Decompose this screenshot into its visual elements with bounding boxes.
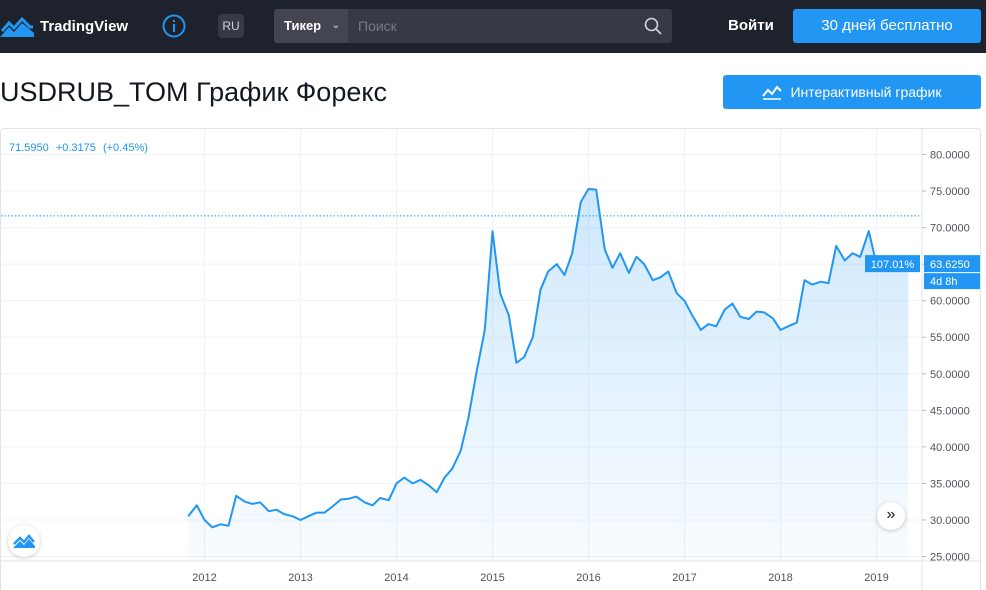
x-tick-label: 2017 [672,572,696,584]
ticker-label: Тикер [284,18,322,33]
legend-change-pct: (+0.45%) [102,142,148,154]
last-price-label: 63.6250 [930,259,970,271]
price-legend: 71.5950 +0.3175 (+0.45%) [9,142,152,154]
chart-container[interactable]: 80.000075.000070.000065.000060.000055.00… [0,128,981,590]
percent-label: 107.01% [871,259,915,271]
last-price-label-bg [924,255,980,273]
search-icon[interactable] [644,17,662,35]
y-tick-label: 30.0000 [930,515,970,527]
tradingview-logo-icon [13,534,35,548]
chevron-down-icon: ⌄ [331,20,340,31]
x-tick-label: 2015 [480,572,504,584]
series-line [187,187,909,529]
y-tick-label: 80.0000 [930,150,970,162]
interactive-chart-label: Интерактивный график [790,84,942,100]
legend-change: +0.3175 [55,142,96,154]
login-link[interactable]: Войти [728,17,774,34]
scroll-to-realtime-button[interactable]: » [877,502,905,530]
countdown-label-bg [924,273,980,290]
x-tick-label: 2014 [384,572,408,584]
tradingview-badge[interactable] [8,525,40,557]
logo-text: TradingView [40,17,129,35]
y-tick-label: 60.0000 [930,296,970,308]
x-tick-label: 2019 [864,572,888,584]
x-tick-label: 2018 [768,572,792,584]
y-tick-label: 40.0000 [930,442,970,454]
language-button[interactable]: RU [218,14,244,38]
page-title: USDRUB_TOM График Форекс [0,77,387,107]
y-tick-label: 25.0000 [930,552,970,564]
tradingview-logo-icon [0,16,34,37]
x-tick-label: 2012 [192,572,216,584]
y-tick-label: 75.0000 [930,186,970,198]
free-trial-button[interactable]: 30 дней бесплатно [793,9,981,43]
y-tick-label: 50.0000 [930,369,970,381]
x-tick-label: 2016 [576,572,600,584]
info-icon[interactable] [162,14,186,38]
tradingview-logo[interactable]: TradingView [0,12,128,40]
y-tick-label: 55.0000 [930,332,970,344]
x-tick-label: 2013 [288,572,312,584]
legend-price: 71.5950 [9,142,49,154]
series-area-fill [188,188,909,561]
y-tick-label: 70.0000 [930,223,970,235]
y-tick-label: 45.0000 [930,405,970,417]
chart-icon [762,85,783,100]
search-input[interactable]: Поиск [358,18,397,34]
percent-label-bg [865,255,920,273]
y-tick-label: 35.0000 [930,478,970,490]
top-bar: TradingView RU Тикер ⌄ Поиск Войти 30 дн… [0,0,986,53]
interactive-chart-button[interactable]: Интерактивный график [723,75,981,109]
search-bar: Тикер ⌄ Поиск [274,9,672,43]
ticker-dropdown[interactable]: Тикер ⌄ [274,9,348,43]
countdown-label: 4d 8h [930,276,958,288]
price-chart[interactable]: 80.000075.000070.000065.000060.000055.00… [1,129,981,590]
